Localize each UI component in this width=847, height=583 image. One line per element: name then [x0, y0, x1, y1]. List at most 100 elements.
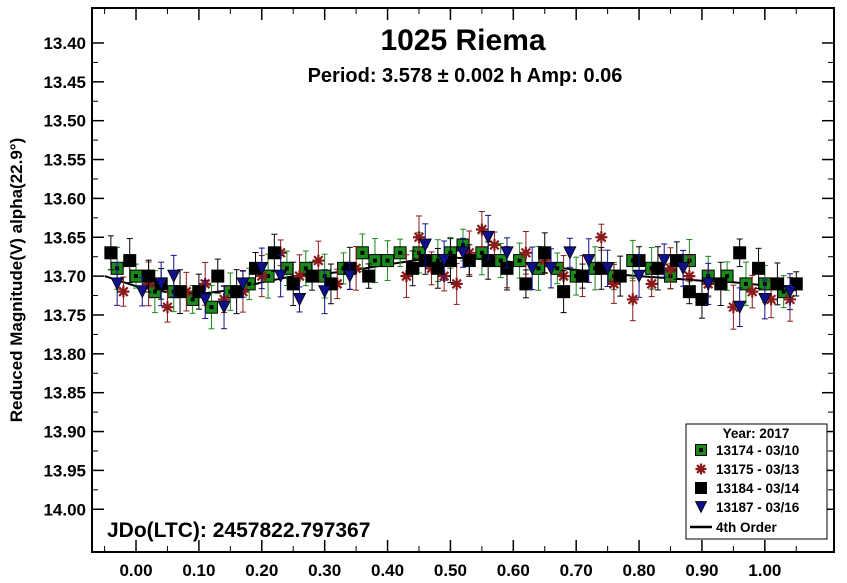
data-point: [161, 301, 174, 314]
data-point: [758, 293, 772, 307]
legend-items: 13174 - 03/10 13175 - 03/13 13184 - 03/14 1…: [694, 443, 800, 515]
y-tick-label: 14.00: [43, 500, 86, 519]
data-points-layer: [104, 211, 803, 330]
x-tick-label: 0.10: [182, 561, 215, 580]
data-point: [657, 254, 671, 268]
chart-title: 1025 Riema: [380, 24, 545, 57]
data-point: [500, 246, 514, 260]
data-point: [418, 238, 432, 252]
y-tick-label: 13.55: [43, 151, 86, 170]
data-point: [400, 270, 413, 283]
y-tick-label: 13.70: [43, 267, 86, 286]
data-point: [682, 285, 696, 299]
data-point: [293, 270, 306, 283]
data-point: [607, 277, 620, 290]
data-point: [632, 269, 646, 284]
x-tick-label: 0.50: [434, 561, 467, 580]
y-axis-label: Reduced Magnitude(V) alpha(22.9°): [7, 138, 26, 423]
y-tick-label: 13.45: [43, 73, 86, 92]
data-point: [676, 261, 690, 276]
data-point: [110, 277, 124, 291]
data-point: [142, 269, 156, 283]
data-point: [236, 277, 250, 291]
data-point: [437, 254, 451, 268]
x-tick-label: 0.80: [623, 561, 656, 580]
data-point: [406, 261, 420, 275]
data-point: [519, 246, 532, 259]
x-tick-label: 0.70: [560, 561, 593, 580]
data-point: [626, 293, 639, 306]
data-point: [355, 246, 369, 260]
y-tick-label: 13.50: [43, 112, 86, 131]
data-point: [286, 277, 300, 291]
data-point: [582, 254, 596, 268]
legend-marker: [695, 482, 707, 494]
data-point: [368, 254, 382, 268]
x-tick-label: 0.30: [308, 561, 341, 580]
data-point: [481, 230, 495, 245]
data-point: [727, 301, 740, 314]
y-tick-label: 13.75: [43, 306, 86, 325]
x-tick-label: 0.90: [685, 561, 718, 580]
data-point: [135, 285, 149, 299]
y-tick-label: 13.80: [43, 345, 86, 364]
x-axis: 0.00 0.10 0.20 0.30 0.40 0.50 0.60 0.70 0.80 0.90…: [104, 8, 797, 580]
data-point: [123, 254, 137, 268]
data-point: [431, 261, 445, 275]
data-point: [765, 293, 778, 306]
data-point: [683, 270, 696, 283]
data-point: [117, 285, 130, 298]
data-point: [613, 269, 627, 283]
data-point: [173, 285, 187, 299]
data-point: [563, 246, 577, 260]
y-tick-label: 13.90: [43, 423, 86, 442]
data-point: [770, 277, 784, 291]
data-point: [167, 269, 181, 284]
data-point: [752, 261, 766, 275]
data-point: [695, 292, 709, 306]
data-point: [664, 262, 677, 275]
legend-marker: [695, 463, 707, 475]
x-tick-label: 0.60: [497, 561, 530, 580]
data-point: [456, 246, 470, 260]
data-point: [488, 239, 501, 252]
data-point: [273, 269, 288, 284]
data-point: [733, 246, 747, 260]
y-tick-label: 13.85: [43, 384, 86, 403]
data-point: [129, 269, 143, 283]
data-point: [318, 285, 332, 299]
data-point: [600, 261, 615, 276]
data-point: [701, 277, 715, 291]
data-point: [714, 277, 728, 291]
x-tick-label: 1.00: [748, 561, 781, 580]
data-point: [519, 277, 533, 291]
data-point: [104, 246, 118, 260]
data-point: [462, 254, 476, 268]
legend-label: 13184 - 03/14: [716, 481, 800, 496]
jd-annotation: JDo(LTC): 2457822.797367: [107, 519, 370, 542]
data-point: [230, 285, 244, 299]
y-axis: 13.40 13.45 13.50 13.55 13.60 13.65 13.70 13.75…: [43, 34, 834, 519]
legend-box: [685, 423, 828, 540]
data-point: [267, 246, 281, 260]
data-point: [733, 300, 747, 315]
data-point: [292, 293, 307, 307]
data-point: [381, 254, 395, 268]
x-tick-label: 0.40: [371, 561, 404, 580]
y-tick-label: 13.40: [43, 34, 86, 53]
data-point: [204, 300, 218, 314]
data-point: [544, 261, 558, 276]
data-point: [305, 269, 319, 283]
legend-fit-label: 4th Order: [716, 520, 778, 535]
y-tick-label: 13.60: [43, 189, 86, 208]
data-point: [475, 223, 488, 236]
x-tick-label: 0.20: [245, 561, 278, 580]
data-point: [393, 246, 407, 260]
data-point: [343, 269, 357, 284]
data-point: [450, 277, 463, 290]
legend-label: 13187 - 03/16: [716, 500, 800, 515]
data-point: [362, 269, 376, 283]
data-point: [211, 269, 225, 283]
